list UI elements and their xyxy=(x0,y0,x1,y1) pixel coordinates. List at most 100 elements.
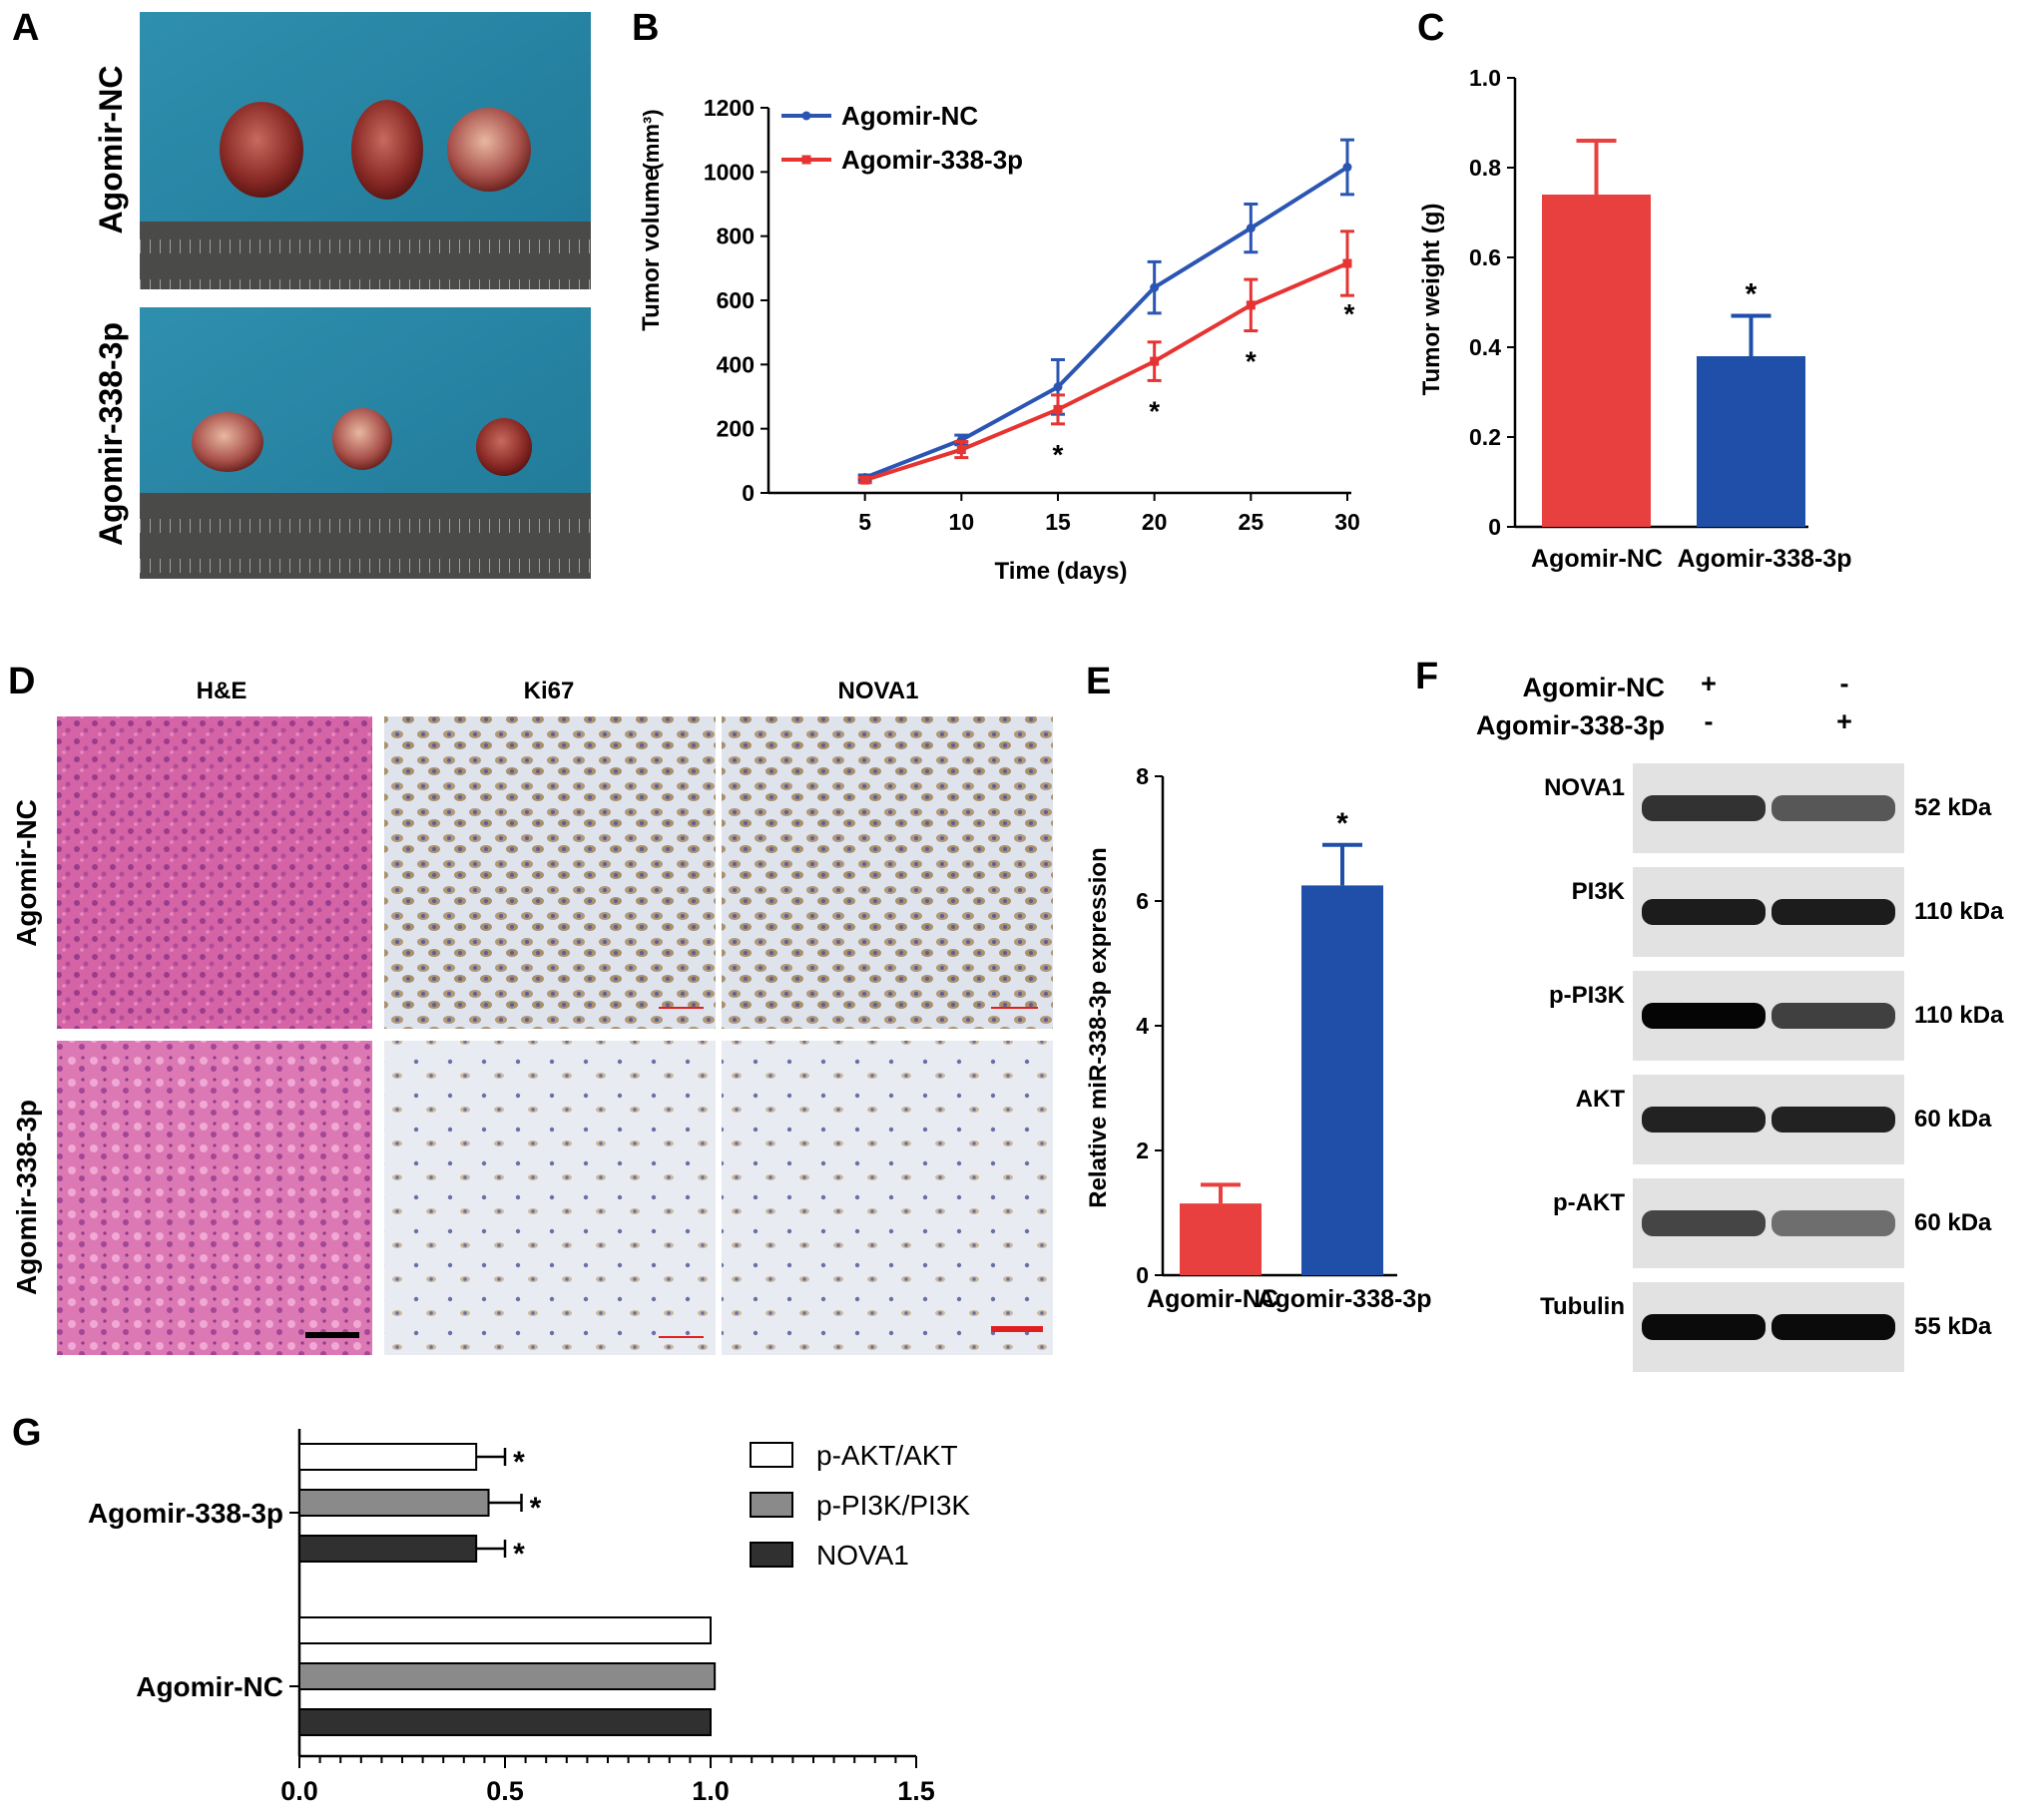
blot-band-lane1 xyxy=(1642,1003,1766,1029)
y-tick-label: 4 xyxy=(1136,1013,1149,1039)
data-point xyxy=(1342,163,1352,173)
data-point xyxy=(1342,258,1352,268)
data-point xyxy=(1246,300,1256,310)
panel-d-col-he: H&E xyxy=(197,678,248,704)
panel-b-ylabel: Tumor volume xyxy=(638,168,665,331)
y-tick-label: 1200 xyxy=(704,95,755,121)
panel-b: B Tumor volume (mm³) Time (days) 0 200 400… xyxy=(632,7,1360,585)
bar-agomir-nc xyxy=(1542,195,1651,527)
significance-star: * xyxy=(530,1492,542,1525)
data-point xyxy=(1150,356,1160,366)
blot-band-lane2 xyxy=(1772,1314,1895,1340)
histology-he-338 xyxy=(57,1041,372,1355)
blot-band-lane2 xyxy=(1772,899,1895,925)
x-tick-label: 20 xyxy=(1142,509,1168,535)
treatment-label: Agomir-338-3p xyxy=(1476,710,1665,740)
blot-band-lane2 xyxy=(1772,1107,1895,1133)
group-label: Agomir-338-3p xyxy=(88,1498,283,1529)
protein-label: PI3K xyxy=(1572,878,1626,905)
y-tick-label: 6 xyxy=(1136,888,1149,914)
panel-c-ylabel: Tumor weight (g) xyxy=(1418,204,1445,396)
x-category-label: Agomir-338-3p xyxy=(1677,545,1851,573)
significance-star: * xyxy=(1053,439,1064,470)
x-category-label: Agomir-NC xyxy=(1147,1285,1278,1313)
panel-c-plot: 0 0.2 0.4 0.6 0.8 1.0 Agomir-NC Agomir-338-3p * xyxy=(1469,65,1852,573)
protein-label: AKT xyxy=(1576,1086,1626,1113)
data-point xyxy=(1150,282,1160,292)
y-tick-label: 1000 xyxy=(704,159,755,185)
legend-swatch-p-akt-akt xyxy=(750,1442,793,1468)
panel-letter-c: C xyxy=(1417,7,1444,49)
panel-d-col-nova1: NOVA1 xyxy=(838,678,919,704)
legend-label: p-AKT/AKT xyxy=(816,1440,958,1471)
panel-g-legend: p-AKT/AKT p-PI3K/PI3K NOVA1 xyxy=(750,1440,970,1571)
panel-a-row-label-nc: Agomir-NC xyxy=(93,66,129,234)
panel-letter-f: F xyxy=(1415,656,1438,697)
lane2-sign: + xyxy=(1836,706,1852,736)
blot-band-lane1 xyxy=(1642,1314,1766,1340)
blot-band-lane1 xyxy=(1642,899,1766,925)
legend-label: Agomir-NC xyxy=(841,101,978,131)
lane1-sign: + xyxy=(1701,669,1717,698)
x-tick-label: 5 xyxy=(858,509,871,535)
legend-label: Agomir-338-3p xyxy=(841,145,1023,175)
histology-ki67-338 xyxy=(384,1041,716,1355)
panel-b-ylabel-unit: (mm³) xyxy=(639,109,664,170)
panel-b-plot: 0 200 400 600 800 1000 1200 5 10 15 20 25 30 * * * * xyxy=(704,95,1360,535)
x-tick-label: 25 xyxy=(1239,509,1265,535)
x-category-label: Agomir-NC xyxy=(1531,545,1663,573)
legend-swatch-nova1 xyxy=(750,1542,793,1568)
significance-star: * xyxy=(1336,807,1348,840)
y-tick-label: 2 xyxy=(1136,1138,1149,1163)
tumor-photo-338 xyxy=(140,307,591,579)
y-tick-label: 0.8 xyxy=(1469,155,1501,181)
y-tick-label: 200 xyxy=(717,416,755,442)
molecular-weight-label: 60 kDa xyxy=(1914,1106,1992,1133)
y-tick-label: 0 xyxy=(1488,514,1501,540)
panel-b-legend: Agomir-NC Agomir-338-3p xyxy=(781,101,1023,175)
panel-e: E Relative miR-338-3p expression 0 2 4 6 8 Ag… xyxy=(1085,661,1432,1313)
bar-agomir-nc xyxy=(1180,1203,1262,1275)
bar-agomir-338-3p xyxy=(1301,885,1383,1275)
significance-star: * xyxy=(1344,298,1355,329)
panel-e-ylabel: Relative miR-338-3p expression xyxy=(1085,847,1112,1208)
histology-ki67-nc xyxy=(384,716,716,1029)
panel-letter-g: G xyxy=(12,1412,42,1454)
blot-band-lane1 xyxy=(1642,1107,1766,1133)
panel-g: G 0.0 0.5 1.0 1.5Agomir-338-3p***Agomir-NC … xyxy=(12,1412,970,1806)
panel-d: D H&E Ki67 NOVA1 Agomir-NC Agomir-338-3p xyxy=(8,661,1053,1355)
protein-label: p-PI3K xyxy=(1549,982,1626,1009)
lane2-sign: - xyxy=(1840,669,1849,698)
significance-star: * xyxy=(1149,395,1160,426)
bar-p-pi3k-pi3k xyxy=(298,1662,717,1690)
x-tick-label: 15 xyxy=(1045,509,1071,535)
panel-letter-b: B xyxy=(632,7,659,49)
legend-label: p-PI3K/PI3K xyxy=(816,1490,970,1521)
blot-band-lane2 xyxy=(1772,1003,1895,1029)
significance-star: * xyxy=(513,1538,525,1571)
y-tick-label: 400 xyxy=(717,351,755,377)
data-point xyxy=(860,475,870,485)
histology-nova1-nc xyxy=(722,716,1053,1029)
legend-marker xyxy=(801,111,811,121)
panel-f-blots: NOVA1 52 kDa PI3K 110 kDa p-PI3K 110 kDa AKT 60… xyxy=(1540,763,2004,1372)
series-line-agomir-nc xyxy=(863,165,1349,480)
bar-p-akt-akt xyxy=(298,1616,712,1644)
molecular-weight-label: 110 kDa xyxy=(1914,1002,2004,1029)
y-tick-label: 800 xyxy=(717,224,755,249)
bar-p-pi3k-pi3k xyxy=(298,1489,490,1517)
y-tick-label: 1.0 xyxy=(1469,65,1501,91)
legend-label: NOVA1 xyxy=(816,1540,909,1571)
significance-star: * xyxy=(1746,278,1758,311)
panel-f: F Agomir-NC + - Agomir-338-3p - + NOVA1 52 kDa… xyxy=(1415,656,2004,1372)
y-tick-label: 0 xyxy=(742,480,755,506)
panel-d-row-nc: Agomir-NC xyxy=(11,799,42,947)
protein-label: NOVA1 xyxy=(1544,774,1625,801)
bar-nova1 xyxy=(298,1708,712,1736)
panel-d-row-338: Agomir-338-3p xyxy=(11,1100,42,1295)
x-tick-label: 30 xyxy=(1334,509,1360,535)
x-tick-label: 0.5 xyxy=(486,1776,524,1806)
x-category-label: Agomir-338-3p xyxy=(1257,1285,1431,1313)
